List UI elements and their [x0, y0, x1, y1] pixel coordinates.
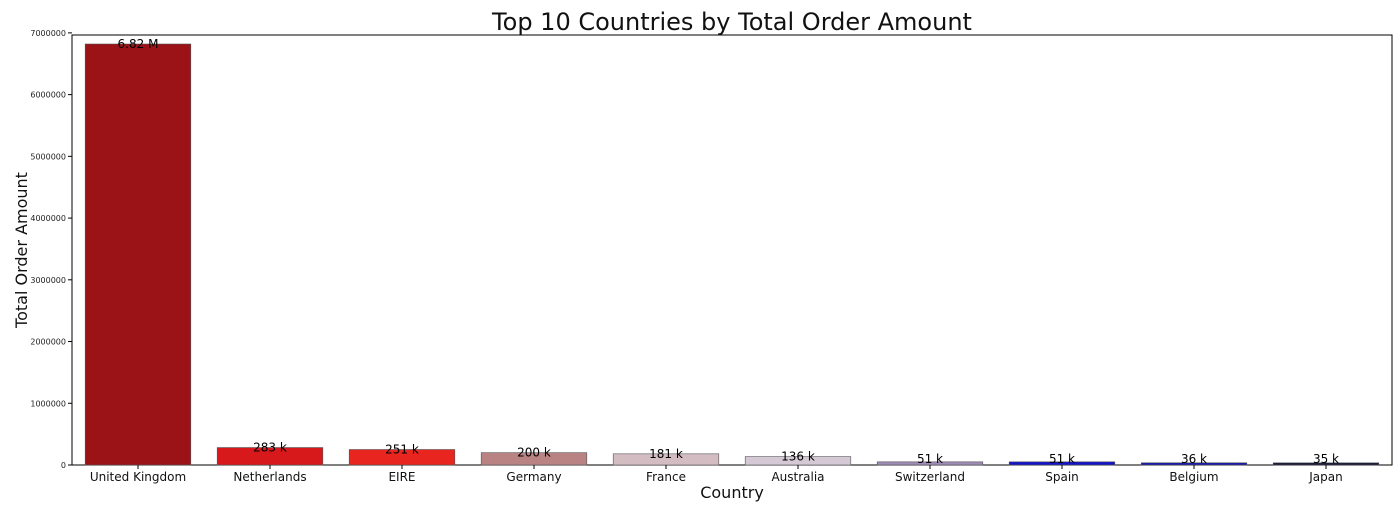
- data-label: 283 k: [253, 441, 287, 455]
- y-axis: 0 1000000 2000000 3000000 4000000 5000000 6000…: [30, 29, 72, 470]
- data-labels: 6.82 M 283 k 251 k 200 k 181 k 136 k 51 k 51 k 3…: [118, 37, 1340, 466]
- y-tick-label: 6000000: [30, 91, 66, 100]
- x-tick-label: France: [646, 470, 686, 484]
- data-label: 35 k: [1313, 452, 1339, 466]
- chart-title: Top 10 Countries by Total Order Amount: [491, 8, 972, 36]
- y-tick-label: 4000000: [30, 214, 66, 223]
- x-tick-label: EIRE: [388, 470, 415, 484]
- x-tick-label: Australia: [771, 470, 824, 484]
- data-label: 6.82 M: [118, 37, 159, 51]
- plot-frame: [72, 35, 1392, 465]
- x-tick-label: Germany: [506, 470, 561, 484]
- data-label: 251 k: [385, 443, 419, 457]
- y-tick-label: 7000000: [30, 29, 66, 38]
- x-tick-label: Spain: [1045, 470, 1079, 484]
- y-tick-label: 1000000: [30, 399, 66, 408]
- data-label: 36 k: [1181, 452, 1207, 466]
- data-label: 200 k: [517, 446, 551, 460]
- bars: [85, 44, 1379, 465]
- x-tick-label: Netherlands: [233, 470, 306, 484]
- y-tick-label: 3000000: [30, 276, 66, 285]
- data-label: 136 k: [781, 450, 815, 464]
- data-label: 181 k: [649, 447, 683, 461]
- x-tick-label: Belgium: [1169, 470, 1218, 484]
- data-label: 51 k: [917, 452, 943, 466]
- x-axis: United Kingdom Netherlands EIRE Germany Fran…: [90, 465, 1343, 484]
- y-tick-label: 0: [61, 461, 66, 470]
- x-tick-label: United Kingdom: [90, 470, 186, 484]
- x-axis-label: Country: [700, 483, 764, 502]
- data-label: 51 k: [1049, 452, 1075, 466]
- bar: [85, 44, 191, 465]
- y-axis-label: Total Order Amount: [12, 172, 31, 329]
- y-tick-label: 2000000: [30, 338, 66, 347]
- x-tick-label: Switzerland: [895, 470, 965, 484]
- x-tick-label: Japan: [1308, 470, 1342, 484]
- y-tick-label: 5000000: [30, 152, 66, 161]
